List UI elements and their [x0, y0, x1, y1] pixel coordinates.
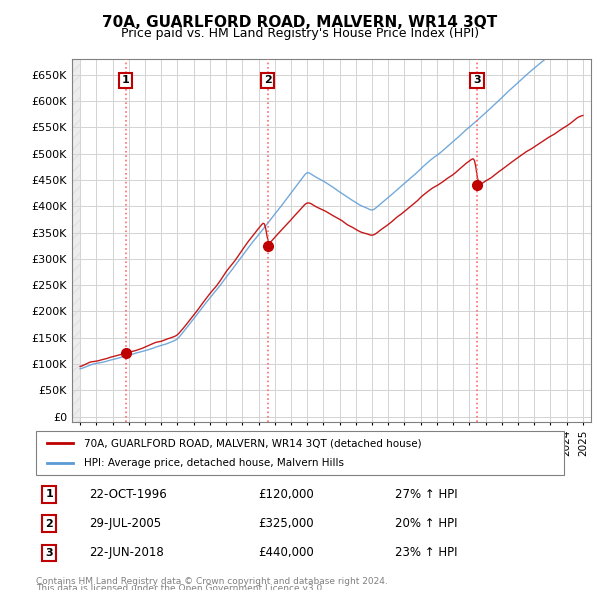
Text: 27% ↑ HPI: 27% ↑ HPI: [395, 488, 458, 501]
Text: 3: 3: [473, 76, 481, 86]
Bar: [72, 59, 80, 422]
Text: 70A, GUARLFORD ROAD, MALVERN, WR14 3QT (detached house): 70A, GUARLFORD ROAD, MALVERN, WR14 3QT (…: [83, 438, 421, 448]
Text: £120,000: £120,000: [258, 488, 314, 501]
Text: £325,000: £325,000: [258, 517, 313, 530]
Text: 2: 2: [264, 76, 272, 86]
Text: 29-JUL-2005: 29-JUL-2005: [89, 517, 161, 530]
Text: 1: 1: [122, 76, 130, 86]
Text: 1: 1: [46, 489, 53, 499]
Text: 3: 3: [46, 548, 53, 558]
Text: Price paid vs. HM Land Registry's House Price Index (HPI): Price paid vs. HM Land Registry's House …: [121, 27, 479, 40]
Text: 70A, GUARLFORD ROAD, MALVERN, WR14 3QT: 70A, GUARLFORD ROAD, MALVERN, WR14 3QT: [103, 15, 497, 30]
Text: 20% ↑ HPI: 20% ↑ HPI: [395, 517, 458, 530]
Text: 23% ↑ HPI: 23% ↑ HPI: [395, 546, 458, 559]
Text: £440,000: £440,000: [258, 546, 314, 559]
Text: This data is licensed under the Open Government Licence v3.0.: This data is licensed under the Open Gov…: [36, 584, 325, 590]
Text: Contains HM Land Registry data © Crown copyright and database right 2024.: Contains HM Land Registry data © Crown c…: [36, 577, 388, 586]
Text: 22-OCT-1996: 22-OCT-1996: [89, 488, 167, 501]
FancyBboxPatch shape: [36, 431, 564, 475]
Text: 22-JUN-2018: 22-JUN-2018: [89, 546, 164, 559]
Text: HPI: Average price, detached house, Malvern Hills: HPI: Average price, detached house, Malv…: [83, 458, 344, 467]
Text: 2: 2: [46, 519, 53, 529]
